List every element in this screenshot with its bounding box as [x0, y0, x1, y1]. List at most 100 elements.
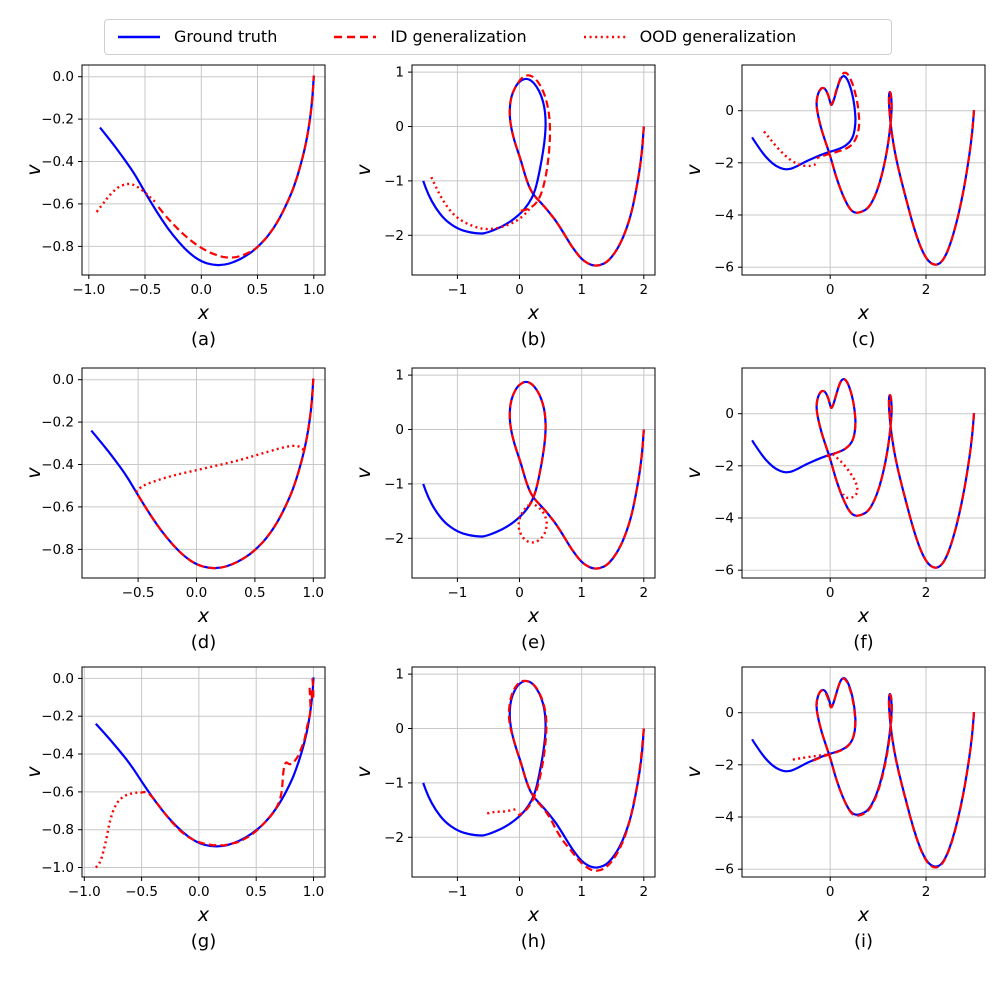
y-tick-label: 0 — [395, 422, 404, 438]
axes-frame — [411, 666, 656, 878]
x-tick-label: 1 — [577, 884, 586, 900]
series-path-id_generalization — [508, 74, 645, 267]
y-tick-label: −4 — [714, 511, 734, 527]
series-path-ood_generalization — [831, 453, 859, 500]
x-axis-label: x — [857, 904, 870, 926]
x-tick-label: 0 — [826, 585, 835, 601]
legend: Ground truth ID generalization OOD gener… — [104, 19, 892, 55]
series-path-id_generalization — [140, 678, 315, 847]
axes-frame — [411, 367, 656, 579]
x-tick-label: −1 — [447, 585, 467, 601]
x-tick-label: 2 — [922, 585, 931, 601]
subplot-g-plot: −1.0 −0.5 0.0 0.5 1.0 0.0 −0.2 −0.4 −0.6 −0.8 −1.0… — [23, 666, 326, 952]
y-tick-label: −2 — [384, 830, 404, 846]
y-tick-label: −0.2 — [41, 709, 74, 725]
y-tick-label: −2 — [384, 531, 404, 547]
legend-item-ground-truth: Ground truth — [117, 29, 277, 45]
series-path-id_generalization — [811, 677, 976, 869]
x-axis-label: x — [527, 904, 540, 926]
x-tick-label: 2 — [922, 282, 931, 298]
y-tick-label: −1 — [384, 173, 404, 189]
y-tick-label: 1 — [395, 65, 404, 81]
series-path-ground_truth — [422, 77, 645, 267]
y-tick-label: 0.0 — [53, 671, 74, 687]
x-axis-label: x — [527, 302, 540, 324]
series-path-ground_truth — [94, 677, 315, 848]
series-path-ground_truth — [751, 377, 976, 569]
series-path-ground_truth — [422, 679, 645, 869]
series-path-ood_generalization — [763, 130, 817, 168]
y-tick-label: −0.6 — [41, 784, 74, 800]
y-tick-label: −2 — [384, 228, 404, 244]
x-axis-label: x — [197, 904, 210, 926]
subplot-a: −1.0 −0.5 0.0 0.5 1.0 0.0 −0.2 −0.4 −0.6 −0.8 x v (a… — [20, 53, 332, 353]
series-path-ground_truth — [99, 75, 315, 267]
series-path-id_generalization — [137, 378, 315, 570]
y-tick-label: −0.4 — [41, 747, 74, 763]
y-axis-label: v — [23, 766, 45, 778]
x-tick-label: −1 — [447, 884, 467, 900]
series-path-id_generalization — [815, 71, 976, 266]
x-tick-label: −1 — [447, 282, 467, 298]
x-tick-label: 0.5 — [244, 585, 265, 601]
x-axis-label: x — [857, 605, 870, 627]
x-tick-label: −0.5 — [129, 282, 162, 298]
x-tick-label: −0.5 — [122, 585, 155, 601]
x-tick-label: −1.0 — [68, 884, 101, 900]
x-tick-label: 2 — [922, 884, 931, 900]
subplot-d-plot: −0.5 0.0 0.5 1.0 0.0 −0.2 −0.4 −0.6 −0.8 x v (d) — [23, 367, 326, 653]
subplot-caption: (a) — [191, 329, 216, 350]
subplot-i: 0 2 0 −2 −4 −6 x v (i) — [680, 655, 992, 955]
axes-frame — [741, 367, 986, 579]
y-tick-label: 0.0 — [53, 69, 74, 85]
series-path-ground_truth — [751, 676, 976, 868]
subplot-caption: (g) — [191, 931, 216, 952]
subplot-f-plot: 0 2 0 −2 −4 −6 x v (f) — [683, 367, 986, 653]
x-tick-label: 1.0 — [303, 282, 324, 298]
axes-frame — [741, 666, 986, 878]
y-axis-label: v — [353, 164, 375, 176]
y-tick-label: −6 — [714, 260, 734, 276]
legend-dotted-line-icon — [583, 35, 626, 39]
subplot-g: −1.0 −0.5 0.0 0.5 1.0 0.0 −0.2 −0.4 −0.6 −0.8 −1.0… — [20, 655, 332, 955]
x-tick-label: 2 — [640, 282, 649, 298]
legend-item-ood-generalization: OOD generalization — [583, 29, 796, 45]
subplot-caption: (c) — [852, 329, 876, 350]
x-tick-label: 1.0 — [303, 585, 324, 601]
x-tick-label: −1.0 — [72, 282, 105, 298]
x-tick-label: 1 — [577, 585, 586, 601]
subplot-c: 0 2 0 −2 −4 −6 x v (c) — [680, 53, 992, 353]
y-axis-label: v — [353, 467, 375, 479]
y-tick-label: 0 — [395, 119, 404, 135]
x-tick-label: 2 — [640, 585, 649, 601]
subplot-b-plot: −1 0 1 2 1 0 −1 −2 x v (b) — [353, 64, 656, 350]
y-tick-label: −0.8 — [41, 542, 74, 558]
series-path-ood_generalization — [430, 176, 532, 231]
subplot-a-plot: −1.0 −0.5 0.0 0.5 1.0 0.0 −0.2 −0.4 −0.6 −0.8 x v (a… — [23, 64, 326, 350]
axes-frame — [81, 666, 326, 878]
x-tick-label: 0.5 — [247, 282, 268, 298]
legend-item-id-generalization: ID generalization — [333, 29, 527, 45]
subplot-caption: (h) — [521, 931, 546, 952]
subplot-h-plot: −1 0 1 2 1 0 −1 −2 x v (h) — [353, 666, 656, 952]
x-tick-label: −0.5 — [125, 884, 158, 900]
y-tick-label: −0.2 — [41, 112, 74, 128]
y-axis-label: v — [23, 164, 45, 176]
x-axis-label: x — [197, 302, 210, 324]
y-tick-label: −4 — [714, 208, 734, 224]
legend-solid-line-icon — [118, 35, 160, 39]
series-path-id_generalization — [507, 679, 645, 872]
subplot-i-plot: 0 2 0 −2 −4 −6 x v (i) — [683, 666, 986, 952]
subplot-b: −1 0 1 2 1 0 −1 −2 x v (b) — [350, 53, 662, 353]
y-axis-label: v — [23, 467, 45, 479]
y-tick-label: −2 — [714, 757, 734, 773]
x-axis-label: x — [197, 605, 210, 627]
y-tick-label: 0 — [725, 406, 734, 422]
axes-frame — [741, 64, 986, 276]
y-axis-label: v — [683, 467, 705, 479]
x-tick-label: 0.0 — [188, 884, 209, 900]
y-tick-label: −0.4 — [41, 154, 74, 170]
y-tick-label: −0.4 — [41, 457, 74, 473]
x-tick-label: 1 — [577, 282, 586, 298]
y-tick-label: 1 — [395, 368, 404, 384]
